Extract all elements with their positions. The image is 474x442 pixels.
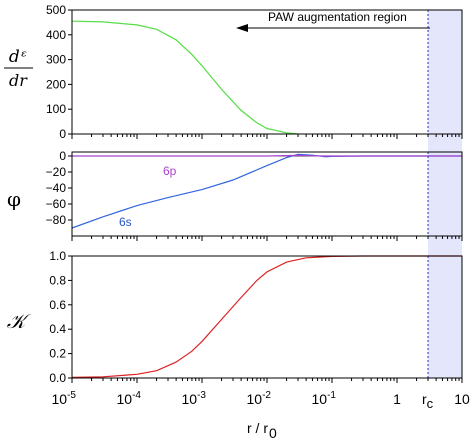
xtick-label: 1 bbox=[393, 391, 401, 407]
panel-middle: 0 −20 −40 −60 −80 6p 6s bbox=[46, 149, 463, 241]
augmentation-region-shade bbox=[428, 10, 462, 378]
augmentation-shade-gap-2 bbox=[428, 236, 462, 256]
augmentation-shade-1 bbox=[428, 152, 462, 236]
xtick-label: 10-2 bbox=[247, 390, 272, 407]
ytick-label: 1.0 bbox=[49, 249, 66, 263]
augmentation-shade-0 bbox=[428, 10, 462, 134]
panel-top: 0 100 200 300 400 500 PAW augmentation region bbox=[46, 3, 463, 141]
xtick-label: 10-4 bbox=[117, 390, 142, 407]
xtick-label: 10-5 bbox=[52, 390, 77, 407]
ytick-label: 0.6 bbox=[49, 298, 66, 312]
bottom-ylabel: 𝒦 bbox=[7, 309, 32, 333]
ytick-label: 0.2 bbox=[49, 347, 66, 361]
ytick-label: 200 bbox=[46, 77, 66, 91]
panel-frame bbox=[71, 151, 463, 237]
series-line-6p bbox=[72, 154, 462, 157]
series-line-0 bbox=[71, 255, 462, 378]
rc-marker-label: rc bbox=[422, 391, 434, 411]
x-axis-title-main: r / r bbox=[247, 420, 268, 436]
series-label-6s: 6s bbox=[119, 215, 132, 229]
ytick-label: −40 bbox=[46, 181, 67, 195]
ytick-label: 0 bbox=[59, 127, 66, 141]
panel-bottom: 0.0 0.2 0.4 0.6 0.8 1.0 10-5 10-4 10-3 10-2 10-1 1 1… bbox=[49, 249, 470, 411]
x-axis-title-subscript: 0 bbox=[269, 425, 277, 441]
augmentation-annotation: PAW augmentation region bbox=[268, 10, 407, 24]
top-ylabel: dᵋ dr bbox=[4, 47, 33, 90]
ytick-label: 300 bbox=[46, 53, 66, 67]
ytick-label: −60 bbox=[46, 197, 67, 211]
ytick-label: 500 bbox=[46, 3, 66, 17]
xtick-label: 10 bbox=[454, 391, 470, 407]
ytick-label: 100 bbox=[46, 102, 66, 116]
ytick-label: 0.0 bbox=[49, 371, 66, 385]
panel-frame bbox=[71, 255, 463, 379]
series-line-0 bbox=[71, 20, 299, 135]
x-axis-title: r / r 0 bbox=[247, 420, 277, 441]
xtick-label: 10-3 bbox=[182, 390, 207, 407]
ytick-label: 0.4 bbox=[49, 322, 66, 336]
top-ylabel-numerator: dᵋ bbox=[9, 47, 27, 67]
series-label-6p: 6p bbox=[163, 164, 177, 178]
xtick-label: 10-1 bbox=[312, 390, 337, 407]
ytick-label: −80 bbox=[46, 213, 67, 227]
ytick-label: 400 bbox=[46, 28, 66, 42]
ytick-label: 0.8 bbox=[49, 273, 66, 287]
annotation-arrow-head bbox=[236, 24, 248, 32]
ytick-label: −20 bbox=[46, 165, 67, 179]
top-ylabel-denominator: dr bbox=[9, 71, 28, 90]
middle-ylabel: φ bbox=[7, 187, 21, 211]
panel-frame bbox=[71, 9, 463, 135]
ytick-label: 0 bbox=[59, 149, 66, 163]
augmentation-shade-2 bbox=[428, 256, 462, 378]
augmentation-shade-gap-1 bbox=[428, 134, 462, 152]
